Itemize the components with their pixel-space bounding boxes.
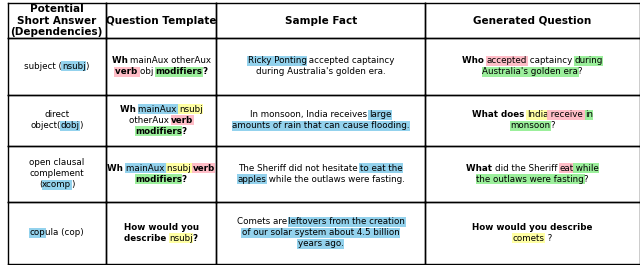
Text: subject (: subject (: [24, 62, 62, 71]
Text: In monsoon, India receives: In monsoon, India receives: [250, 110, 369, 119]
Text: Wh: Wh: [111, 56, 131, 65]
Text: receive: receive: [548, 110, 586, 119]
Text: verb: verb: [115, 67, 140, 76]
Text: while the outlaws were fasting.: while the outlaws were fasting.: [266, 175, 404, 184]
Text: modifiers: modifiers: [156, 67, 202, 76]
Text: mainAux: mainAux: [126, 164, 167, 173]
Text: during: during: [574, 56, 603, 65]
Text: modifiers: modifiers: [135, 127, 182, 136]
Text: open clausal: open clausal: [29, 158, 84, 167]
Text: accepted: accepted: [487, 56, 527, 65]
Text: India: India: [527, 110, 548, 119]
Text: Question Template: Question Template: [106, 16, 216, 25]
Text: Who: Who: [463, 56, 487, 65]
Text: nsubj: nsubj: [62, 62, 86, 71]
Text: complement: complement: [29, 169, 84, 178]
Text: comets: comets: [513, 234, 545, 243]
Text: dobj: dobj: [61, 121, 79, 130]
Text: ?: ?: [193, 234, 198, 243]
Text: ?: ?: [182, 127, 187, 136]
Text: ): ): [71, 180, 74, 189]
Text: captaincy: captaincy: [527, 56, 575, 65]
Text: modifiers: modifiers: [135, 175, 182, 184]
Text: describe: describe: [124, 234, 170, 243]
Text: What does: What does: [472, 110, 527, 119]
Text: (: (: [39, 180, 42, 189]
Text: ?: ?: [584, 175, 588, 184]
Text: did the Sheriff: did the Sheriff: [495, 164, 560, 173]
Text: object(: object(: [31, 121, 61, 130]
Text: ): ): [79, 121, 83, 130]
Text: ula (cop): ula (cop): [45, 228, 84, 237]
Text: the outlaws were fasting: the outlaws were fasting: [476, 175, 584, 184]
Text: to eat the: to eat the: [360, 164, 403, 173]
Text: mainAux: mainAux: [138, 105, 179, 114]
Text: amounts of rain that can cause flooding.: amounts of rain that can cause flooding.: [232, 121, 410, 130]
Text: cop: cop: [29, 228, 45, 237]
Text: How would you describe: How would you describe: [472, 223, 593, 232]
Text: during Australia's golden era.: during Australia's golden era.: [256, 67, 385, 76]
Text: How would you: How would you: [124, 223, 198, 232]
Text: of our solar system about 4.5 billion: of our solar system about 4.5 billion: [242, 228, 399, 237]
Text: Sample Fact: Sample Fact: [285, 16, 357, 25]
Text: nsubj: nsubj: [166, 164, 193, 173]
Text: leftovers from the creation: leftovers from the creation: [289, 217, 405, 226]
Text: nsubj: nsubj: [179, 105, 202, 114]
Text: monsoon: monsoon: [510, 121, 550, 130]
Text: direct: direct: [44, 110, 69, 119]
Text: xcomp: xcomp: [42, 180, 71, 189]
Text: accepted captaincy: accepted captaincy: [306, 56, 394, 65]
Text: apples: apples: [237, 175, 266, 184]
Text: ?: ?: [577, 67, 582, 76]
Text: ?: ?: [550, 121, 555, 130]
Text: ?: ?: [182, 175, 187, 184]
Text: Wh: Wh: [120, 105, 138, 114]
Text: ?: ?: [202, 67, 207, 76]
Text: large: large: [369, 110, 391, 119]
Text: Ricky Ponting: Ricky Ponting: [248, 56, 307, 65]
Text: Generated Question: Generated Question: [474, 16, 591, 25]
Text: Wh: Wh: [108, 164, 126, 173]
Text: ): ): [85, 62, 89, 71]
Text: nsubj: nsubj: [169, 234, 193, 243]
Text: ?: ?: [545, 234, 552, 243]
Text: in: in: [585, 110, 593, 119]
Text: Comets are: Comets are: [237, 217, 289, 226]
Text: verb: verb: [171, 116, 193, 125]
Text: mainAux otherAux: mainAux otherAux: [130, 56, 211, 65]
Text: verb: verb: [193, 164, 215, 173]
Text: What: What: [466, 164, 495, 173]
Text: years ago.: years ago.: [298, 239, 344, 248]
Text: Potential
Short Answer
(Dependencies): Potential Short Answer (Dependencies): [10, 4, 103, 37]
Text: Australia's golden era: Australia's golden era: [483, 67, 578, 76]
Text: eat: eat: [559, 164, 573, 173]
Text: obj: obj: [140, 67, 156, 76]
Text: The Sheriff did not hesitate: The Sheriff did not hesitate: [239, 164, 361, 173]
Text: otherAux: otherAux: [129, 116, 172, 125]
Text: while: while: [573, 164, 599, 173]
